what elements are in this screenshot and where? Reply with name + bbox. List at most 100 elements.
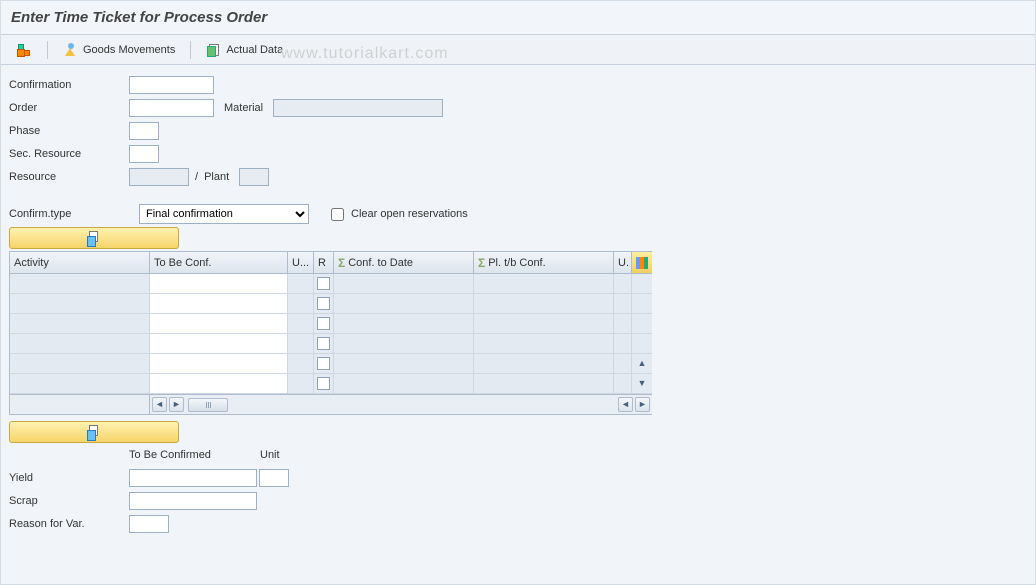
hscroll-right-end-button[interactable]: ► <box>635 397 650 412</box>
cell-pl-tb-conf[interactable] <box>474 294 614 313</box>
cell-unit[interactable] <box>288 354 314 373</box>
cell-to-be-conf[interactable] <box>150 274 288 293</box>
material-input[interactable] <box>273 99 443 117</box>
vscroll-cell: ▲ <box>632 354 652 373</box>
col-activity-header[interactable]: Activity <box>10 252 150 273</box>
cell-conf-to-date[interactable] <box>334 314 474 333</box>
clear-open-reservations-field[interactable]: Clear open reservations <box>327 205 468 224</box>
activities-new-entries-button[interactable] <box>9 227 179 249</box>
col-r-header[interactable]: R <box>314 252 334 273</box>
cell-to-be-conf[interactable] <box>150 374 288 393</box>
toolbar: Goods Movements Actual Data <box>1 35 1035 65</box>
cell-to-be-conf[interactable] <box>150 334 288 353</box>
cell-unit[interactable] <box>288 334 314 353</box>
r-checkbox[interactable] <box>317 357 330 370</box>
r-checkbox[interactable] <box>317 297 330 310</box>
cell-pl-tb-conf[interactable] <box>474 274 614 293</box>
cell-to-be-conf[interactable] <box>150 314 288 333</box>
cell-unit2[interactable] <box>614 314 632 333</box>
cell-to-be-conf[interactable] <box>150 354 288 373</box>
phase-label: Phase <box>9 125 129 137</box>
cell-r[interactable] <box>314 354 334 373</box>
sec-resource-input[interactable] <box>129 145 159 163</box>
cell-unit2[interactable] <box>614 354 632 373</box>
cell-activity[interactable] <box>10 314 150 333</box>
confirmation-input[interactable] <box>129 76 214 94</box>
new-entries-icon <box>87 231 101 245</box>
hscroll-left-end-button[interactable]: ◄ <box>618 397 633 412</box>
col-to-be-conf-header[interactable]: To Be Conf. <box>150 252 288 273</box>
cell-unit2[interactable] <box>614 334 632 353</box>
resource-label: Resource <box>9 171 129 183</box>
chevron-right-icon: ► <box>172 400 181 409</box>
col-unit-header[interactable]: U... <box>288 252 314 273</box>
scrap-input[interactable] <box>129 492 257 510</box>
cell-r[interactable] <box>314 314 334 333</box>
cell-r[interactable] <box>314 334 334 353</box>
cell-conf-to-date[interactable] <box>334 374 474 393</box>
cell-pl-tb-conf[interactable] <box>474 354 614 373</box>
cell-conf-to-date[interactable] <box>334 354 474 373</box>
r-checkbox[interactable] <box>317 337 330 350</box>
vscroll-cell <box>632 334 652 353</box>
resource-input[interactable] <box>129 168 189 186</box>
cell-unit[interactable] <box>288 294 314 313</box>
r-checkbox[interactable] <box>317 317 330 330</box>
to-be-conf-input[interactable] <box>150 274 287 293</box>
goods-movements-button[interactable]: Goods Movements <box>56 39 182 61</box>
actual-data-button[interactable]: Actual Data <box>199 39 290 61</box>
clear-open-reservations-checkbox[interactable] <box>331 208 344 221</box>
cell-conf-to-date[interactable] <box>334 274 474 293</box>
cell-unit2[interactable] <box>614 374 632 393</box>
material-label: Material <box>224 102 263 114</box>
hierarchy-button[interactable] <box>9 39 39 61</box>
confirm-type-select[interactable]: Final confirmation <box>139 204 309 224</box>
cell-unit[interactable] <box>288 374 314 393</box>
order-input[interactable] <box>129 99 214 117</box>
to-be-conf-input[interactable] <box>150 334 287 353</box>
col-conf-to-date-header[interactable]: Σ Conf. to Date <box>334 252 474 273</box>
chevron-up-icon[interactable]: ▲ <box>638 359 647 368</box>
col-unit2-header[interactable]: U. <box>614 252 632 273</box>
cell-r[interactable] <box>314 374 334 393</box>
plant-input[interactable] <box>239 168 269 186</box>
r-checkbox[interactable] <box>317 277 330 290</box>
cell-r[interactable] <box>314 274 334 293</box>
cell-conf-to-date[interactable] <box>334 294 474 313</box>
col-pl-tb-conf-header[interactable]: Σ Pl. t/b Conf. <box>474 252 614 273</box>
unit-header: Unit <box>260 449 300 461</box>
page-title: Enter Time Ticket for Process Order <box>1 1 1035 35</box>
cell-activity[interactable] <box>10 374 150 393</box>
cell-activity[interactable] <box>10 274 150 293</box>
to-be-conf-input[interactable] <box>150 354 287 373</box>
cell-to-be-conf[interactable] <box>150 294 288 313</box>
cell-r[interactable] <box>314 294 334 313</box>
col-conf-to-date-label: Conf. to Date <box>348 257 413 269</box>
hscroll-thumb[interactable] <box>188 398 228 412</box>
phase-input[interactable] <box>129 122 159 140</box>
cell-conf-to-date[interactable] <box>334 334 474 353</box>
to-be-conf-input[interactable] <box>150 314 287 333</box>
hscroll-left-button[interactable]: ◄ <box>152 397 167 412</box>
cell-pl-tb-conf[interactable] <box>474 334 614 353</box>
quantities-new-entries-button[interactable] <box>9 421 179 443</box>
to-be-conf-input[interactable] <box>150 374 287 393</box>
cell-activity[interactable] <box>10 354 150 373</box>
chevron-down-icon[interactable]: ▼ <box>638 379 647 388</box>
yield-input[interactable] <box>129 469 257 487</box>
yield-unit-input[interactable] <box>259 469 289 487</box>
r-checkbox[interactable] <box>317 377 330 390</box>
cell-pl-tb-conf[interactable] <box>474 314 614 333</box>
grid-horizontal-scrollbar[interactable]: ◄ ► ◄ ► <box>10 394 652 414</box>
cell-unit[interactable] <box>288 274 314 293</box>
to-be-conf-input[interactable] <box>150 294 287 313</box>
cell-unit[interactable] <box>288 314 314 333</box>
hscroll-right-button[interactable]: ► <box>169 397 184 412</box>
cell-activity[interactable] <box>10 294 150 313</box>
column-config-button[interactable] <box>632 252 652 273</box>
reason-for-var-input[interactable] <box>129 515 169 533</box>
cell-unit2[interactable] <box>614 274 632 293</box>
cell-pl-tb-conf[interactable] <box>474 374 614 393</box>
cell-unit2[interactable] <box>614 294 632 313</box>
cell-activity[interactable] <box>10 334 150 353</box>
